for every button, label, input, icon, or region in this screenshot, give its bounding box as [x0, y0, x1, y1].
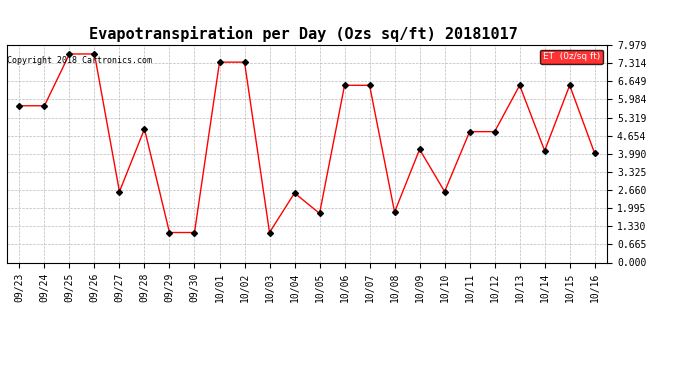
Text: Evapotranspiration per Day (Ozs sq/ft) 20181017: Evapotranspiration per Day (Ozs sq/ft) 2…: [89, 26, 518, 42]
Text: Copyright 2018 Cartronics.com: Copyright 2018 Cartronics.com: [7, 56, 152, 65]
Legend: ET  (0z/sq ft): ET (0z/sq ft): [540, 50, 602, 64]
